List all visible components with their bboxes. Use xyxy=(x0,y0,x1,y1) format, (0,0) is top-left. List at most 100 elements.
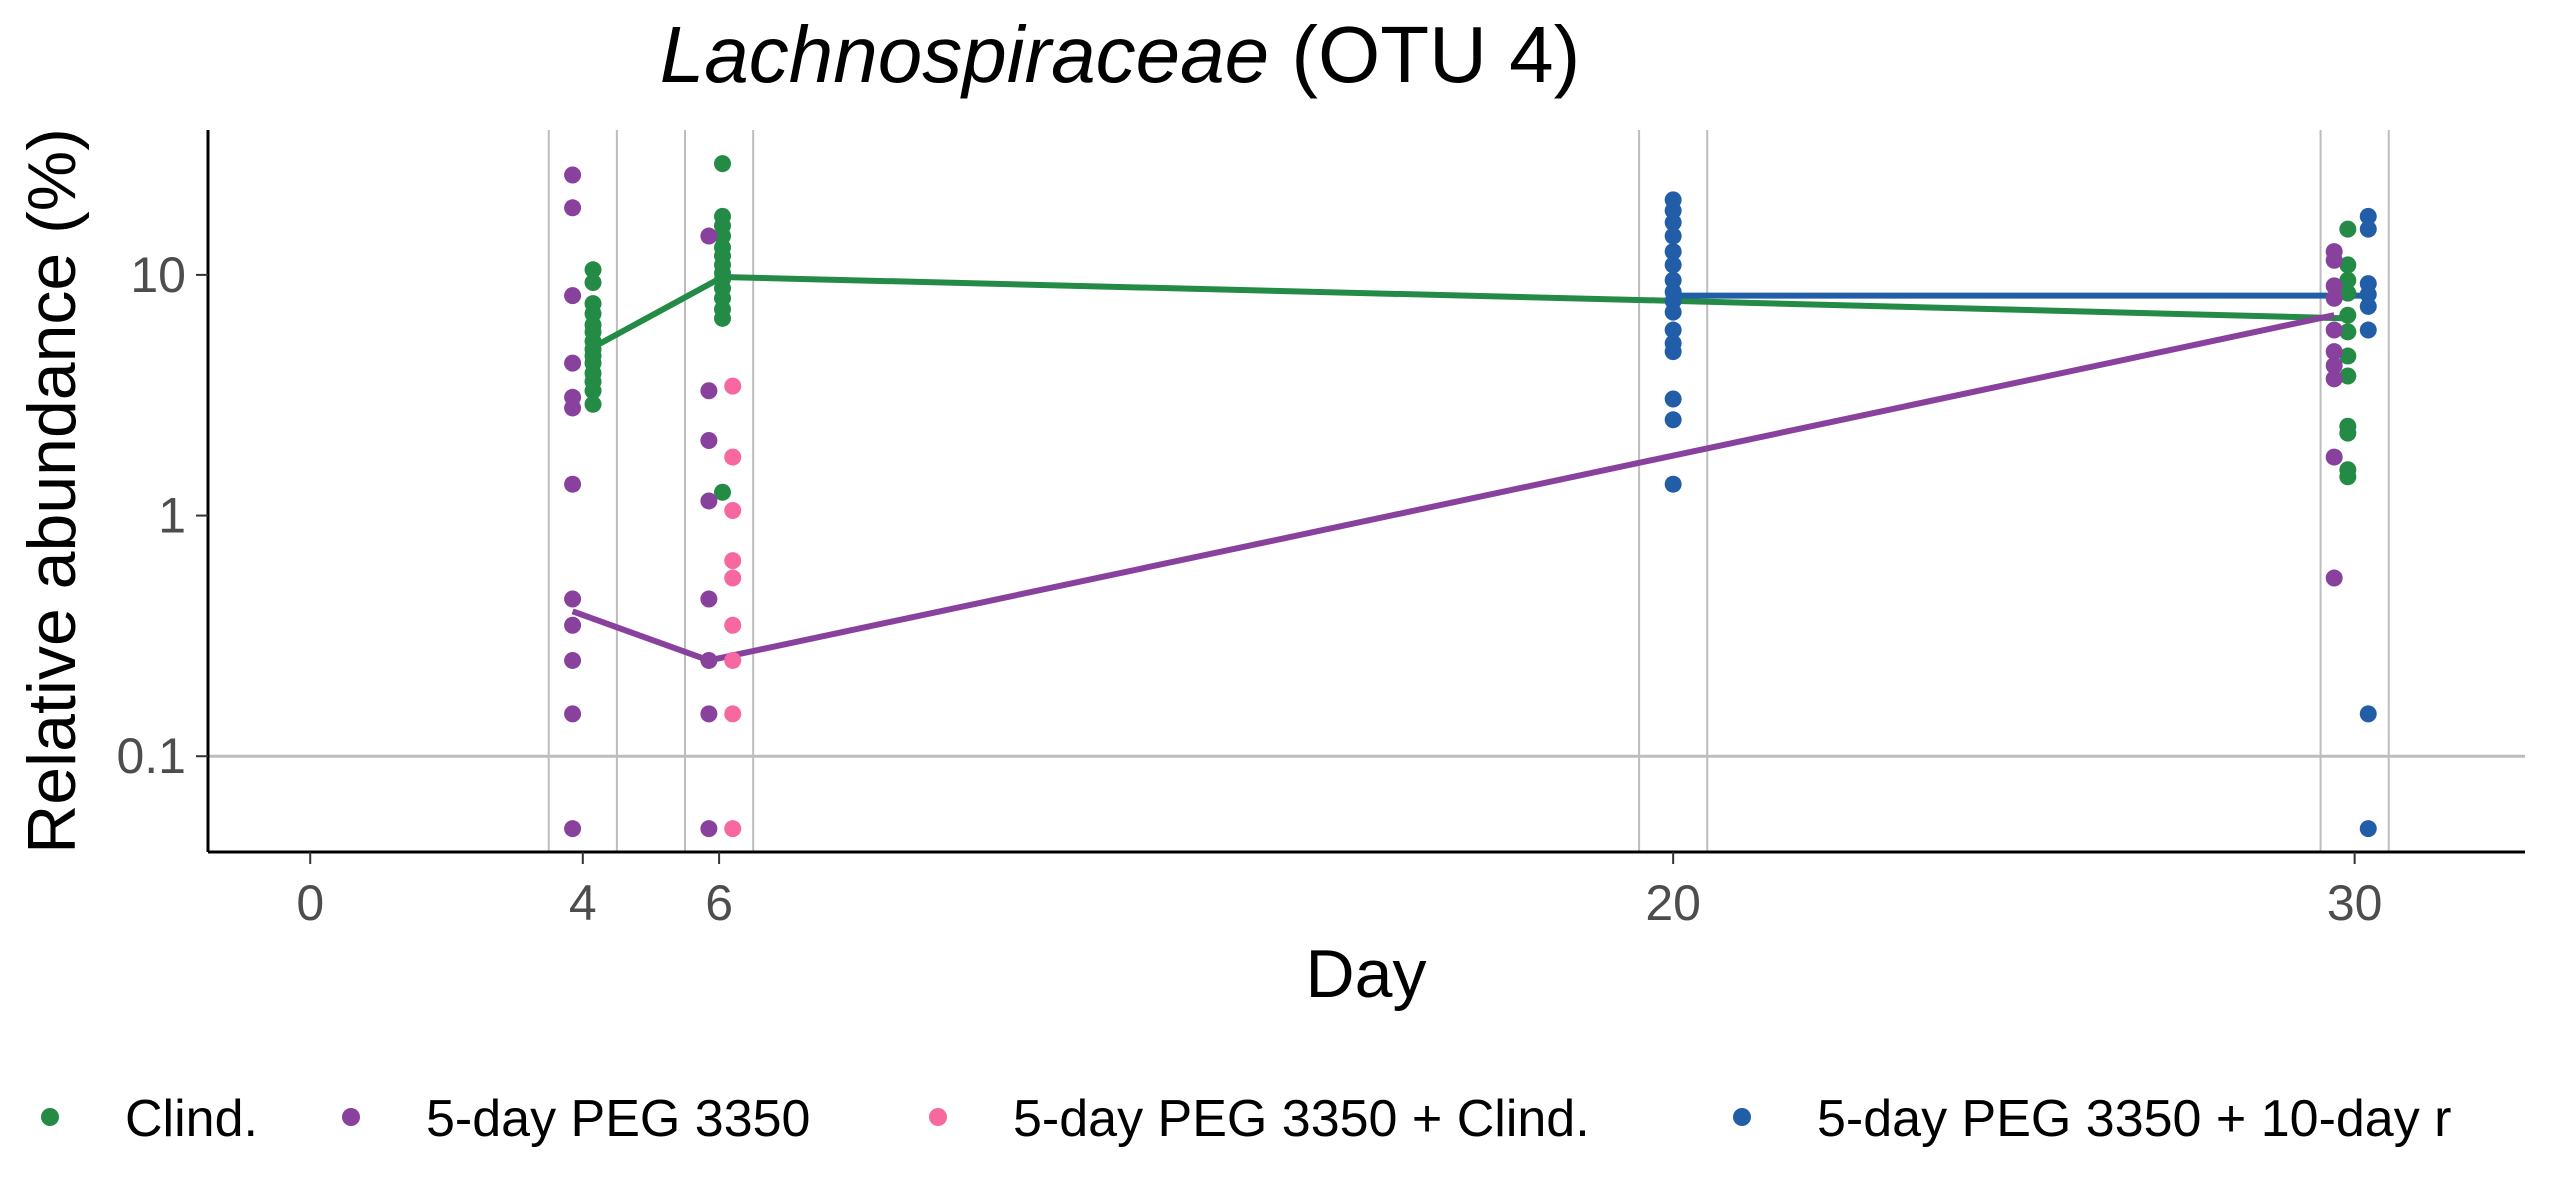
y-tick-label: 1 xyxy=(158,488,186,544)
x-tick-label: 6 xyxy=(705,875,733,931)
x-axis-title: Day xyxy=(1306,936,1427,1012)
data-point xyxy=(2325,448,2343,466)
data-point xyxy=(2359,820,2377,838)
data-point xyxy=(2339,284,2357,302)
data-point xyxy=(564,616,582,634)
data-point xyxy=(584,395,602,413)
data-point xyxy=(2359,220,2377,238)
y-tick-labels: 0.1 1 10 xyxy=(116,247,208,784)
data-point xyxy=(2339,367,2357,385)
data-point xyxy=(564,590,582,608)
data-point xyxy=(714,309,732,327)
data-point xyxy=(564,475,582,493)
data-point xyxy=(564,354,582,372)
y-tick-label: 10 xyxy=(130,247,186,303)
data-point xyxy=(724,705,742,723)
data-point xyxy=(1664,303,1682,321)
data-point xyxy=(1664,243,1682,261)
data-point xyxy=(564,820,582,838)
data-point xyxy=(700,590,718,608)
data-point xyxy=(584,382,602,400)
data-point xyxy=(700,820,718,838)
data-point xyxy=(724,501,742,519)
data-point xyxy=(584,261,602,279)
data-point xyxy=(2339,323,2357,341)
chart-title: Lachnospiraceae (OTU 4) xyxy=(660,10,1580,99)
chart-title-italic: Lachnospiraceae xyxy=(660,10,1269,99)
grid-layer xyxy=(208,130,2525,852)
data-point xyxy=(700,492,718,510)
legend: Clind. 5-day PEG 3350 5-day PEG 3350 + Cli… xyxy=(41,1090,2452,1148)
legend-label: 5-day PEG 3350 + 10-day r xyxy=(1817,1090,2452,1148)
series-line xyxy=(571,312,2335,664)
data-point xyxy=(700,651,718,669)
data-point xyxy=(2359,297,2377,315)
y-tick-label: 0.1 xyxy=(116,728,186,784)
x-tick-label: 4 xyxy=(569,875,597,931)
data-point xyxy=(724,448,742,466)
x-tick-label: 20 xyxy=(1645,875,1701,931)
data-point xyxy=(724,820,742,838)
data-point xyxy=(700,705,718,723)
data-point xyxy=(2325,277,2343,295)
data-point xyxy=(1664,343,1682,361)
data-point xyxy=(1664,227,1682,245)
data-point xyxy=(2339,220,2357,238)
data-point xyxy=(714,483,732,501)
data-point xyxy=(2359,705,2377,723)
data-point xyxy=(2339,271,2357,289)
data-point xyxy=(1664,271,1682,289)
data-point xyxy=(1664,321,1682,339)
data-point xyxy=(1664,256,1682,274)
data-point xyxy=(2359,207,2377,225)
data-point xyxy=(564,705,582,723)
data-point xyxy=(564,399,582,417)
data-point xyxy=(724,569,742,587)
data-point xyxy=(1664,214,1682,232)
legend-marker xyxy=(342,1108,360,1126)
data-point xyxy=(700,227,718,245)
data-point xyxy=(2325,321,2343,339)
data-point xyxy=(564,166,582,184)
data-point xyxy=(2339,306,2357,324)
series-points xyxy=(564,155,2377,838)
x-tick-labels: 0 4 6 20 30 xyxy=(296,852,2382,931)
data-point xyxy=(2359,285,2377,303)
legend-marker xyxy=(1733,1108,1751,1126)
data-point xyxy=(714,155,732,173)
legend-label: 5-day PEG 3350 xyxy=(426,1090,810,1148)
data-point xyxy=(724,552,742,570)
data-point xyxy=(1664,390,1682,408)
data-point xyxy=(2325,370,2343,388)
data-point xyxy=(2339,424,2357,442)
data-point xyxy=(2339,256,2357,274)
data-point xyxy=(2325,251,2343,269)
data-point xyxy=(564,287,582,305)
data-point xyxy=(564,199,582,217)
data-point xyxy=(2325,343,2343,361)
chart-title-rest: (OTU 4) xyxy=(1269,10,1580,99)
data-point xyxy=(2359,321,2377,339)
data-point xyxy=(2325,289,2343,307)
data-point xyxy=(2325,569,2343,587)
data-point xyxy=(700,382,718,400)
legend-label: Clind. xyxy=(125,1090,258,1148)
data-point xyxy=(1664,411,1682,429)
data-point xyxy=(724,651,742,669)
legend-marker xyxy=(41,1108,59,1126)
x-tick-label: 30 xyxy=(2327,875,2383,931)
legend-marker xyxy=(929,1108,947,1126)
data-point xyxy=(2339,468,2357,486)
data-point xyxy=(724,377,742,395)
series-lines xyxy=(571,274,2369,664)
series-line xyxy=(591,274,2348,350)
data-point xyxy=(564,651,582,669)
data-point xyxy=(2339,347,2357,365)
y-axis-title: Relative abundance (%) xyxy=(14,128,90,854)
data-point xyxy=(700,432,718,450)
legend-label: 5-day PEG 3350 + Clind. xyxy=(1013,1090,1590,1148)
data-point xyxy=(724,616,742,634)
data-point xyxy=(1664,202,1682,220)
x-tick-label: 0 xyxy=(296,875,324,931)
